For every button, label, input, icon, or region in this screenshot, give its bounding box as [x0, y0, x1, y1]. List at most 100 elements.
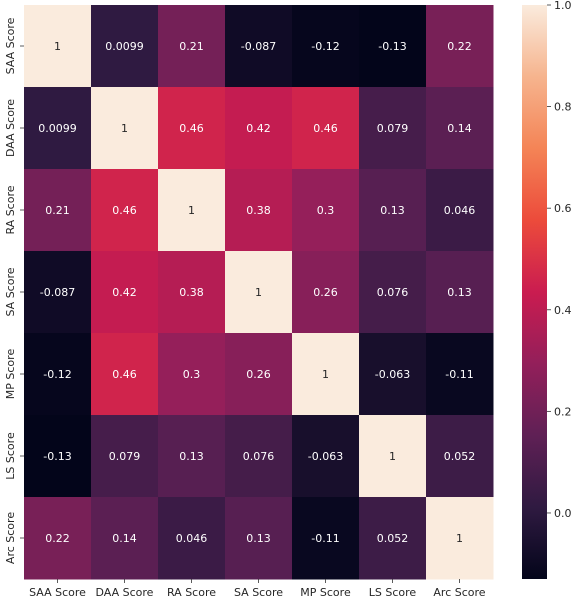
- heatmap-cell: [91, 5, 159, 88]
- x-tick-label: LS Score: [369, 586, 417, 596]
- y-axis-tick-labels: SAA Score DAA Score RA Score SA Score MP Sco…: [4, 17, 24, 564]
- heatmap-cell: [24, 415, 92, 498]
- cell-value-label: 0.0099: [105, 40, 144, 53]
- cell-value-label: -0.12: [43, 368, 71, 381]
- heatmap-cell: [292, 169, 360, 252]
- cell-value-label: 1: [121, 122, 128, 135]
- y-tick-label: RA Score: [4, 185, 17, 234]
- cell-value-label: -0.13: [43, 450, 71, 463]
- heatmap-cell: [225, 415, 293, 498]
- cell-value-label: -0.063: [308, 450, 343, 463]
- cell-value-label: 1: [456, 532, 463, 545]
- cell-value-label: 0.46: [112, 204, 137, 217]
- cell-value-label: 0.22: [45, 532, 70, 545]
- heatmap-cell: [24, 5, 92, 88]
- heatmap-cell: [426, 169, 494, 252]
- heatmap-cell: [359, 415, 427, 498]
- heatmap-cell: [91, 333, 159, 416]
- colorbar-tick-label: 1.0: [554, 0, 572, 12]
- heatmap-cell: [158, 5, 226, 88]
- y-tick-label: Arc Score: [4, 512, 17, 564]
- cell-value-label: 0.3: [183, 368, 201, 381]
- heatmap-cell: [225, 333, 293, 416]
- heatmap-cell: [91, 497, 159, 580]
- colorbar-gradient: [522, 5, 547, 579]
- heatmap-cell: [426, 333, 494, 416]
- y-tick-label: SAA Score: [4, 17, 17, 74]
- heatmap-cell: [24, 251, 92, 334]
- y-tick-label: MP Score: [4, 349, 17, 400]
- heatmap-cell: [426, 497, 494, 580]
- heatmap-cell: [359, 5, 427, 88]
- heatmap-cell: [91, 251, 159, 334]
- cell-value-label: 0.13: [246, 532, 271, 545]
- y-tick-label: DAA Score: [4, 99, 17, 157]
- cell-value-label: -0.13: [378, 40, 406, 53]
- cell-value-label: 0.14: [112, 532, 137, 545]
- cell-value-label: 1: [389, 450, 396, 463]
- heatmap-cell-labels: 1 0.0099 0.21 -0.087 -0.12 -0.13 0.22 0.0099 1 0.…: [38, 40, 475, 545]
- heatmap-cell: [292, 333, 360, 416]
- cell-value-label: 0.046: [176, 532, 208, 545]
- cell-value-label: 0.079: [377, 122, 409, 135]
- heatmap-cell: [24, 87, 92, 170]
- colorbar-tick-label: 0.2: [554, 405, 572, 418]
- cell-value-label: 0.13: [179, 450, 204, 463]
- cell-value-label: 1: [188, 204, 195, 217]
- heatmap-cell: [158, 333, 226, 416]
- heatmap-cell: [91, 87, 159, 170]
- cell-value-label: -0.063: [375, 368, 410, 381]
- cell-value-label: 0.046: [444, 204, 476, 217]
- heatmap-cell: [24, 497, 92, 580]
- cell-value-label: 0.3: [317, 204, 335, 217]
- heatmap-cell: [158, 87, 226, 170]
- cell-value-label: 1: [255, 286, 262, 299]
- cell-value-label: 1: [322, 368, 329, 381]
- cell-value-label: 0.13: [447, 286, 472, 299]
- heatmap-cells: [24, 5, 494, 580]
- heatmap-cell: [158, 169, 226, 252]
- heatmap-cell: [359, 169, 427, 252]
- cell-value-label: 1: [54, 40, 61, 53]
- y-tick-label: LS Score: [4, 432, 17, 480]
- cell-value-label: 0.22: [447, 40, 472, 53]
- heatmap-cell: [91, 169, 159, 252]
- heatmap-cell: [225, 87, 293, 170]
- colorbar-ticks: 0.0 0.2 0.4 0.6 0.8 1.0: [547, 0, 572, 520]
- x-tick-label: DAA Score: [96, 586, 154, 596]
- heatmap-cell: [225, 251, 293, 334]
- cell-value-label: 0.26: [246, 368, 271, 381]
- cell-value-label: 0.052: [444, 450, 476, 463]
- cell-value-label: 0.26: [313, 286, 338, 299]
- heatmap-cell: [292, 251, 360, 334]
- x-tick-label: Arc Score: [433, 586, 485, 596]
- heatmap-cell: [24, 333, 92, 416]
- heatmap-cell: [91, 415, 159, 498]
- cell-value-label: -0.12: [311, 40, 339, 53]
- heatmap-cell: [158, 251, 226, 334]
- cell-value-label: 0.14: [447, 122, 472, 135]
- cell-value-label: 0.0099: [38, 122, 77, 135]
- heatmap-cell: [292, 87, 360, 170]
- heatmap-cell: [225, 5, 293, 88]
- cell-value-label: 0.46: [179, 122, 204, 135]
- heatmap-cell: [24, 169, 92, 252]
- x-tick-label: SAA Score: [29, 586, 86, 596]
- cell-value-label: 0.42: [112, 286, 137, 299]
- cell-value-label: 0.42: [246, 122, 271, 135]
- cell-value-label: -0.087: [241, 40, 276, 53]
- cell-value-label: -0.11: [445, 368, 473, 381]
- colorbar-tick-label: 0.6: [554, 202, 572, 215]
- heatmap-cell: [359, 87, 427, 170]
- cell-value-label: 0.079: [109, 450, 141, 463]
- heatmap-cell: [359, 497, 427, 580]
- colorbar-tick-label: 0.4: [554, 304, 572, 317]
- heatmap-cell: [359, 251, 427, 334]
- heatmap-cell: [292, 497, 360, 580]
- heatmap-cell: [158, 415, 226, 498]
- x-tick-label: RA Score: [167, 586, 216, 596]
- cell-value-label: 0.38: [179, 286, 204, 299]
- colorbar-tick-label: 0.8: [554, 101, 572, 114]
- heatmap-cell: [292, 5, 360, 88]
